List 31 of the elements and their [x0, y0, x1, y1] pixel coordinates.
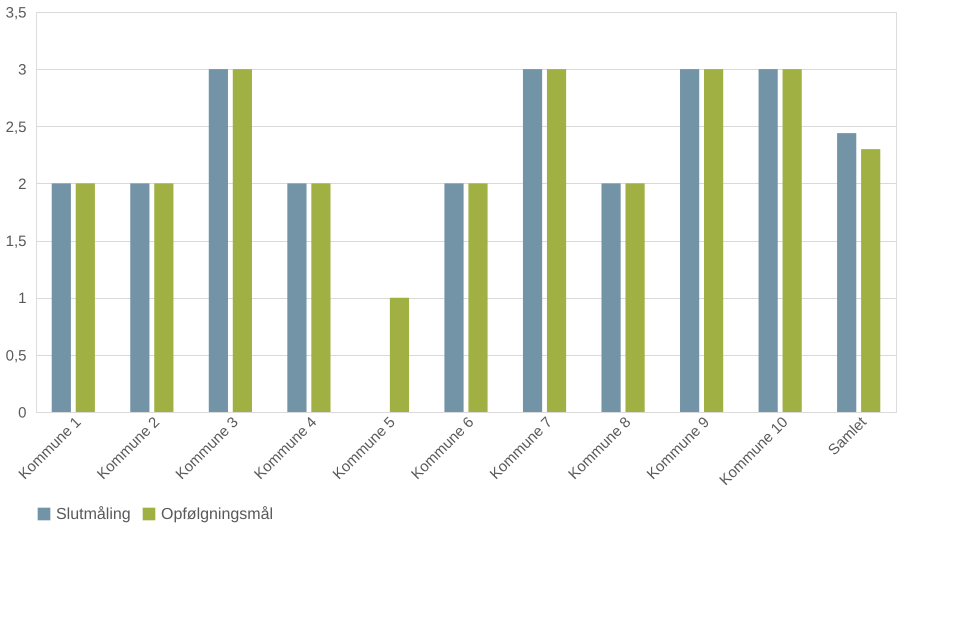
y-tick-label: 3,5	[6, 4, 26, 22]
bar	[522, 69, 542, 412]
bar	[546, 69, 566, 412]
bar	[208, 69, 228, 412]
bar	[130, 183, 150, 412]
bar	[625, 183, 645, 412]
bar	[311, 183, 331, 412]
y-tick-label: 3	[18, 62, 26, 79]
bar	[468, 183, 488, 412]
bar	[601, 183, 621, 412]
y-tick-label: 2	[18, 176, 26, 193]
bar	[154, 183, 174, 412]
bar	[232, 69, 252, 412]
bar	[782, 69, 802, 412]
bar	[680, 69, 700, 412]
bar	[444, 183, 464, 412]
bar	[704, 69, 724, 412]
y-tick-label: 0	[18, 404, 26, 422]
legend-label: Slutmåling	[56, 506, 131, 523]
y-tick-label: 2,5	[6, 118, 26, 136]
bar	[390, 298, 410, 412]
bar	[52, 183, 71, 412]
bar	[861, 149, 880, 412]
bar	[76, 183, 95, 412]
y-tick-label: 0,5	[6, 347, 26, 364]
bar	[758, 69, 778, 412]
y-tick-label: 1	[18, 290, 26, 308]
bar	[837, 133, 856, 412]
legend-label: Opfølgningsmål	[161, 506, 274, 523]
y-tick-label: 1,5	[6, 233, 26, 250]
bar	[287, 183, 307, 412]
